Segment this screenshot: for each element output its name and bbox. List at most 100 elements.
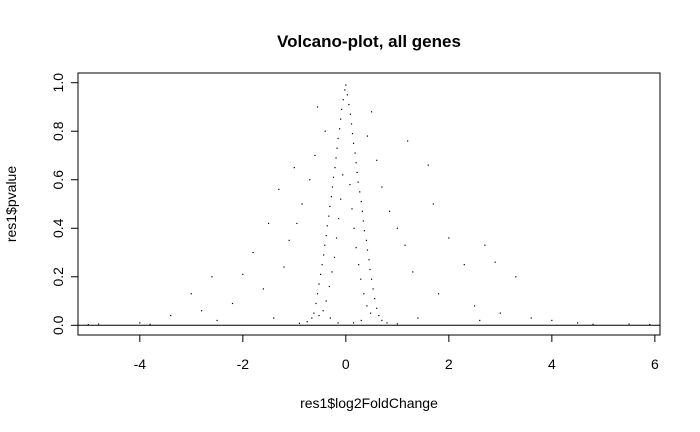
y-tick-label: 0.0	[50, 315, 66, 335]
x-tick-label: -2	[237, 356, 250, 372]
data-point	[337, 322, 339, 324]
data-point	[340, 118, 342, 120]
data-point	[515, 276, 517, 278]
data-point	[365, 239, 368, 241]
data-point	[319, 273, 322, 275]
data-point	[329, 317, 331, 319]
data-point	[331, 271, 333, 273]
data-point	[368, 259, 370, 261]
x-tick-label: 4	[548, 356, 556, 372]
data-point	[359, 191, 361, 193]
y-tick-label: 1.0	[50, 73, 66, 93]
data-point	[201, 310, 203, 312]
data-point	[324, 244, 326, 246]
data-point	[344, 89, 346, 91]
x-tick-label: 0	[342, 356, 350, 372]
data-point	[338, 217, 340, 220]
data-point	[355, 247, 357, 249]
data-point	[345, 84, 347, 86]
data-point	[649, 323, 651, 326]
data-point	[301, 203, 303, 205]
data-point	[363, 293, 365, 295]
data-point	[273, 317, 275, 319]
data-point	[463, 264, 465, 266]
data-point	[242, 273, 244, 275]
data-point	[331, 186, 334, 188]
x-axis-label: res1$log2FoldChange	[300, 395, 438, 411]
y-tick-label: 0.8	[50, 121, 66, 141]
data-point	[341, 108, 343, 110]
data-point	[87, 323, 89, 326]
data-point	[407, 140, 409, 142]
data-point	[328, 215, 330, 217]
data-point	[262, 288, 265, 290]
y-tick-label: 0.2	[50, 267, 66, 287]
data-point	[216, 319, 218, 322]
plot-frame	[77, 72, 661, 336]
data-point	[288, 239, 290, 241]
data-point	[316, 293, 319, 295]
data-point	[98, 323, 100, 325]
data-point	[432, 203, 434, 205]
data-point	[324, 130, 326, 132]
data-point	[363, 230, 365, 232]
data-point	[499, 312, 501, 314]
y-tick-label: 0.4	[50, 218, 66, 238]
data-point	[396, 227, 398, 229]
data-point	[329, 205, 331, 208]
data-point	[340, 198, 342, 200]
data-point	[378, 314, 380, 317]
data-point	[283, 266, 285, 268]
data-point	[372, 288, 374, 290]
data-point	[337, 137, 339, 140]
y-axis-ticks: 0.0 0.2 0.4 0.6 0.8 1.0	[50, 73, 78, 335]
data-point	[381, 319, 383, 322]
data-point	[494, 261, 496, 263]
data-point	[360, 200, 362, 203]
x-tick-label: 2	[445, 356, 453, 372]
data-points	[87, 84, 651, 326]
data-point	[342, 174, 344, 176]
data-point	[427, 164, 429, 166]
data-point	[360, 319, 362, 322]
data-point	[318, 314, 320, 317]
data-point	[352, 142, 355, 144]
data-point	[551, 319, 553, 322]
data-point	[278, 188, 280, 191]
data-point	[484, 244, 486, 246]
data-point	[389, 210, 391, 212]
data-point	[314, 154, 316, 157]
data-point	[351, 133, 354, 135]
data-point	[306, 321, 308, 323]
data-point	[360, 278, 362, 280]
data-point	[316, 106, 319, 108]
data-point	[342, 99, 344, 101]
data-point	[396, 323, 398, 325]
data-point	[355, 162, 357, 164]
y-tick-label: 0.6	[50, 170, 66, 190]
data-point	[328, 285, 330, 288]
data-point	[412, 271, 414, 273]
data-point	[358, 264, 360, 266]
data-point	[336, 147, 338, 149]
data-point	[315, 302, 317, 305]
data-point	[417, 317, 419, 319]
data-point	[321, 264, 323, 266]
data-point	[361, 210, 363, 212]
data-point	[313, 312, 315, 314]
data-point	[356, 171, 358, 174]
data-point	[381, 186, 383, 188]
data-point	[335, 237, 338, 239]
data-point	[309, 179, 311, 181]
data-point	[296, 222, 298, 225]
data-point	[149, 323, 151, 325]
data-point	[404, 244, 406, 246]
data-point	[333, 256, 336, 258]
data-point	[352, 322, 355, 324]
data-point	[350, 123, 353, 125]
data-point	[170, 314, 172, 317]
data-point	[211, 276, 213, 278]
data-point	[330, 196, 332, 198]
data-point	[370, 111, 373, 113]
